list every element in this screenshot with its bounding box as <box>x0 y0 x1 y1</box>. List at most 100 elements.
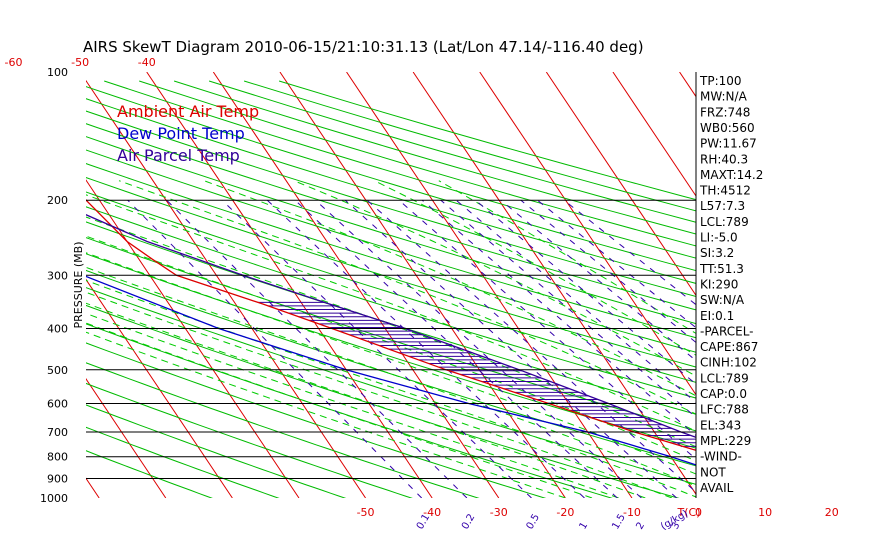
stability-index-item: RH:40.3 <box>700 152 748 166</box>
top-temp-tick-label: -60 <box>5 56 23 69</box>
bottom-temp-tick-label: -40 <box>423 506 441 519</box>
stability-index-item: MW:N/A <box>700 90 748 104</box>
bottom-temp-tick-label: 10 <box>758 506 772 519</box>
background-grid <box>86 72 870 498</box>
pressure-tick-label: 900 <box>47 473 68 486</box>
mixing-ratio-label: 3 <box>670 520 683 531</box>
moist-adiabat-line <box>374 180 696 356</box>
pressure-tick-label: 200 <box>47 194 68 207</box>
dry-adiabat-line <box>86 177 696 368</box>
isobar-lines <box>86 72 697 498</box>
stability-index-item: TH:4512 <box>699 184 751 198</box>
isotherm-line <box>479 72 696 396</box>
stability-index-item: KI:290 <box>700 277 738 291</box>
isotherm-line <box>212 72 500 498</box>
mixing-ratio-line <box>344 199 678 498</box>
bottom-temp-tick-label: -20 <box>556 506 574 519</box>
stability-index-item: SW:N/A <box>700 293 745 307</box>
bottom-temp-tick-label: -50 <box>357 506 375 519</box>
chart-title: AIRS SkewT Diagram 2010-06-15/21:10:31.1… <box>83 38 644 56</box>
mixing-ratio-label: 0.5 <box>525 512 542 531</box>
moist-adiabat-line <box>86 331 566 498</box>
mixing-ratio-label: 0.2 <box>460 512 477 531</box>
bottom-temp-tick-label: -30 <box>490 506 508 519</box>
mixing-ratio-label: 1 <box>578 520 591 531</box>
dry-adiabat-line <box>86 191 696 383</box>
stability-index-item: EL:343 <box>700 418 741 432</box>
dry-adiabat-line <box>86 86 696 272</box>
stability-index-item: -WIND- <box>700 450 742 464</box>
dry-adiabat-line <box>86 110 696 298</box>
mixing-ratio-line <box>520 199 696 344</box>
moist-adiabat-line <box>438 180 696 335</box>
y-axis-label: PRESSURE (MB) <box>72 242 85 329</box>
pressure-tick-label: 300 <box>47 269 68 282</box>
dry-adiabat-line <box>86 382 413 498</box>
stability-index-item: LCL:789 <box>700 371 749 385</box>
pressure-tick-label: 1000 <box>40 492 68 505</box>
mixing-ratio-line <box>421 199 696 437</box>
bottom-temp-tick-label: 20 <box>825 506 839 519</box>
stability-index-item: CINH:102 <box>700 356 757 370</box>
dry-adiabat-line <box>86 253 696 449</box>
stability-index-item: AVAIL <box>700 481 734 495</box>
moist-adiabat-line <box>86 266 696 487</box>
moist-adiabat-line <box>86 291 673 498</box>
pressure-tick-label: 500 <box>47 364 68 377</box>
mixing-ratio-line <box>500 199 696 362</box>
mixing-ratio-line <box>537 199 696 329</box>
pressure-tick-label: 700 <box>47 426 68 439</box>
dry-adiabat-line <box>86 136 696 325</box>
bottom-temp-tick-label: -10 <box>623 506 641 519</box>
dry-adiabat-line <box>278 80 696 201</box>
isotherm-line <box>86 378 167 498</box>
dry-adiabat-line <box>86 287 696 485</box>
legend-ambient-air-temp: Ambient Air Temp <box>117 102 259 121</box>
pressure-tick-label: 400 <box>47 322 68 335</box>
legend-dew-point-temp: Dew Point Temp <box>117 124 245 143</box>
stability-index-item: MAXT:14.2 <box>700 168 763 182</box>
parcel-temp-curve <box>86 214 696 438</box>
stability-index-item: TP:100 <box>699 74 742 88</box>
top-temp-tick-label: -50 <box>71 56 89 69</box>
moist-adiabat-line <box>86 252 696 475</box>
stability-index-item: FRZ:748 <box>700 105 750 119</box>
ambient-temp-curve <box>86 199 696 451</box>
stability-index-item: MPL:229 <box>700 434 751 448</box>
dry-adiabat-line <box>86 362 480 498</box>
dry-adiabat-line <box>86 123 696 311</box>
moist-adiabat-line <box>86 235 696 462</box>
stability-index-item: TT:51.3 <box>699 262 744 276</box>
legend-air-parcel-temp: Air Parcel Temp <box>117 146 240 165</box>
stability-index-item: SI:3.2 <box>700 246 734 260</box>
isotherm-line <box>746 72 870 498</box>
dry-adiabat-line <box>86 426 280 498</box>
stability-index-item: PW:11.67 <box>700 137 757 151</box>
bottom-temp-tick-label: 0 <box>695 506 702 519</box>
dry-adiabat-line <box>86 206 696 399</box>
dry-adiabat-line <box>173 80 696 235</box>
moist-adiabat-line <box>86 216 696 448</box>
temp-axis-label: T(C) <box>677 506 701 519</box>
stability-index-item: EI:0.1 <box>700 309 734 323</box>
legend: Ambient Air Temp Dew Point Temp Air Parc… <box>117 102 259 165</box>
moist-adiabat-line <box>86 279 696 498</box>
dry-adiabat-line <box>86 342 547 498</box>
stability-index-item: -PARCEL- <box>700 324 754 338</box>
isotherm-line <box>612 72 696 197</box>
dry-adiabat-line <box>86 149 696 339</box>
mixing-ratio-line <box>440 199 696 418</box>
mixing-ratio-line <box>315 199 642 498</box>
mixing-ratio-label: 2 <box>634 520 647 531</box>
stability-index-item: CAPE:867 <box>700 340 758 354</box>
isotherm-line <box>346 72 633 498</box>
dew-point-curve <box>86 275 696 466</box>
mixing-ratio-line <box>398 199 696 460</box>
moist-adiabat-line <box>86 312 619 498</box>
top-temp-tick-label: -40 <box>138 56 156 69</box>
isotherm-line <box>279 72 566 498</box>
stability-index-item: L57:7.3 <box>700 199 745 213</box>
isotherm-line <box>813 72 870 498</box>
